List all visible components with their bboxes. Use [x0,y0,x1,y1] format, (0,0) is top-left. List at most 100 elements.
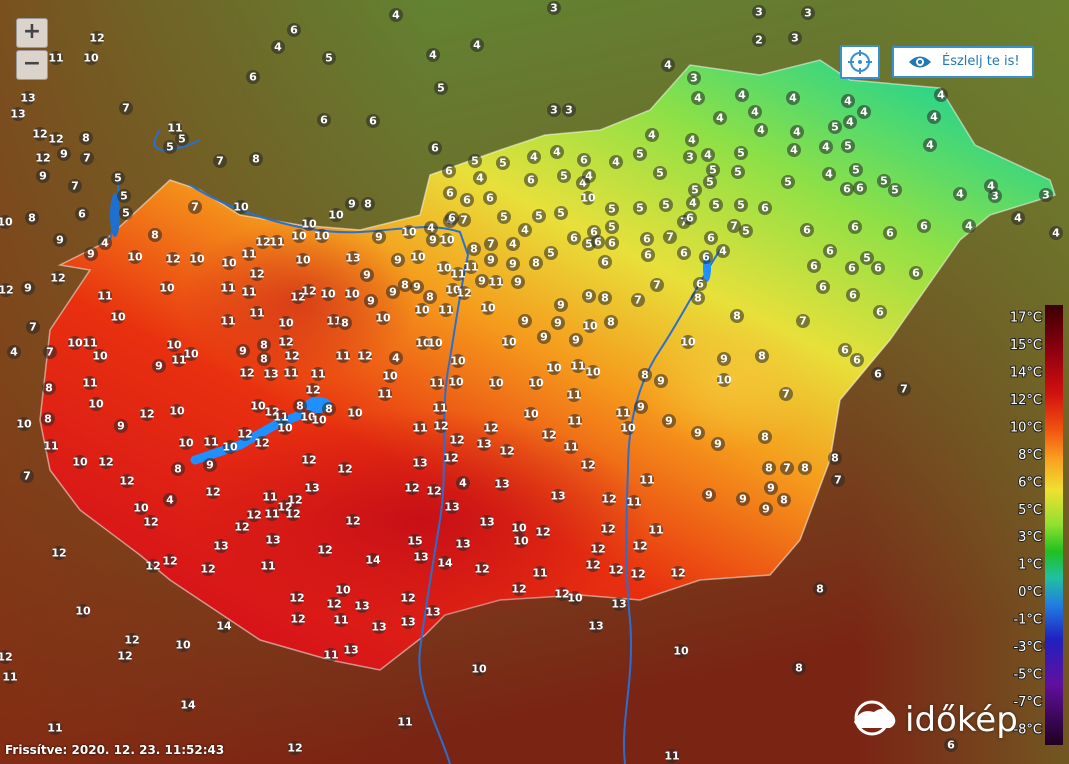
station-dot [888,183,902,197]
station-dot [840,182,854,196]
station-value: 8 [364,198,372,211]
station-value: 11 [283,367,298,380]
station-value: 9 [509,258,517,271]
station-dot [83,336,97,350]
station-dot [247,508,261,522]
station-dot [602,492,616,506]
legend-label: 10°C [1010,420,1042,435]
station-value: 3 [690,72,698,85]
station-value: 6 [601,256,609,269]
station-dot [36,169,50,183]
river [189,184,470,764]
station-value: 12 [580,459,595,472]
station-dot [25,211,39,225]
station-value: 14 [180,699,196,712]
station-value: 10 [401,226,417,239]
station-value: 8 [401,279,409,292]
station-value: 12 [51,547,66,560]
station-value: 3 [791,32,799,45]
station-value: 5 [706,176,714,189]
station-dot [345,287,359,301]
station-value: 12 [301,285,316,298]
station-value: 10 [320,288,336,301]
station-dot [506,237,520,251]
station-dot [119,206,133,220]
station-dot [140,407,154,421]
station-dot [21,91,35,105]
locate-button[interactable] [840,45,880,79]
station-dot [605,220,619,234]
station-dot [336,349,350,363]
station-value: 12 [483,422,498,435]
station-value: 10 [16,418,32,431]
station-dot [49,51,63,65]
station-dot [677,246,691,260]
station-value: 9 [363,269,371,282]
station-dot [317,113,331,127]
station-value: 12 [237,428,252,441]
station-dot [709,198,723,212]
station-value: 6 [849,289,857,302]
station-dot [813,582,827,596]
station-dot [848,220,862,234]
station-value: 11 [532,567,547,580]
station-dot [699,250,713,264]
zoom-out-button[interactable]: − [16,50,48,80]
station-value: 10 [88,398,104,411]
station-value: 12 [0,284,14,297]
observe-label: Észlelj te is! [942,54,1020,69]
station-dot [43,345,57,359]
station-value: 3 [686,151,694,164]
station-dot [445,211,459,225]
station-value: 13 [588,620,603,633]
observe-button[interactable]: Észlelj te is! [892,46,1034,78]
station-dot [360,268,374,282]
station-dot [735,88,749,102]
station-dot [163,554,177,568]
station-value: 10 [523,408,539,421]
station-dot [168,121,182,135]
station-value: 7 [23,470,31,483]
station-value: 12 [290,613,305,626]
station-dot [79,131,93,145]
station-dot [401,615,415,629]
station-dot [457,286,471,300]
station-value: 12 [246,509,261,522]
station-value: 7 [122,102,130,115]
station-dot [605,202,619,216]
station-dot [41,412,55,426]
station-value: 7 [71,180,79,193]
station-dot [391,253,405,267]
zoom-in-button[interactable]: + [16,18,48,48]
station-dot [917,219,931,233]
station-dot [568,414,582,428]
station-dot [532,209,546,223]
station-value: 9 [514,276,522,289]
station-dot [653,166,667,180]
station-dot [616,406,630,420]
station-value: 10 [450,355,466,368]
station-dot [897,382,911,396]
station-dot [389,351,403,365]
station-value: 11 [566,389,581,402]
station-dot [551,489,565,503]
station-dot [569,333,583,347]
station-dot [214,539,228,553]
station-value: 9 [478,275,486,288]
station-value: 12 [433,420,448,433]
station-value: 4 [956,188,964,201]
station-dot [788,31,802,45]
station-value: 8 [765,462,773,475]
station-dot [828,451,842,465]
station-value: 4 [274,41,282,54]
station-dot [439,303,453,317]
station-dot [250,306,264,320]
station-value: 7 [782,388,790,401]
station-dot [221,314,235,328]
station-value: 7 [783,462,791,475]
station-dot [355,599,369,613]
station-value: 13 [412,457,427,470]
station-value: 12 [98,456,113,469]
legend-label: 15°C [1010,338,1042,353]
